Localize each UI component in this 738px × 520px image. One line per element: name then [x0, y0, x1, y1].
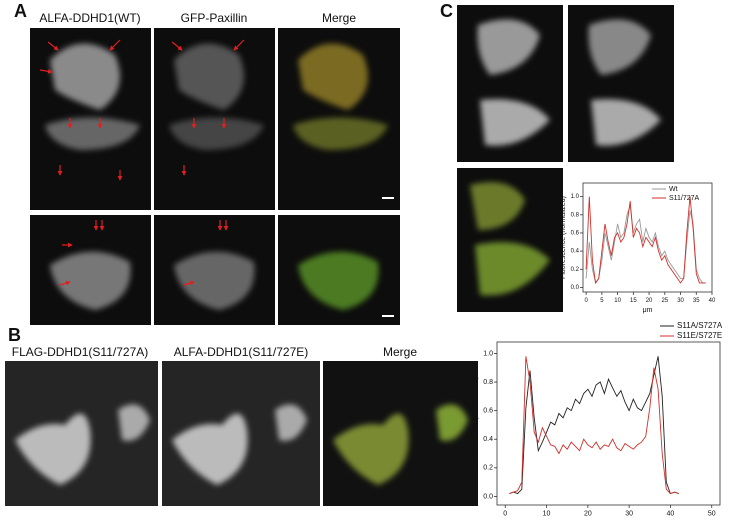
- y-tick-label: 0.4: [571, 249, 580, 255]
- x-tick-label: 20: [646, 298, 653, 304]
- x-axis-label: μm: [643, 307, 653, 314]
- y-tick-label: 0.2: [483, 465, 493, 472]
- panel-label: B: [8, 325, 21, 345]
- x-tick-label: 10: [614, 298, 621, 304]
- x-tick-label: 15: [630, 298, 637, 304]
- image-title: GFP-Paxillin: [181, 11, 248, 25]
- legend-label: S11A/S727A: [677, 321, 723, 330]
- x-tick-label: 20: [584, 511, 592, 518]
- image-title: Merge: [383, 345, 417, 359]
- x-tick-label: 0: [503, 511, 507, 518]
- image-title: Merge: [322, 11, 356, 25]
- legend-label: Wt: [669, 186, 678, 193]
- x-tick-label: 0: [584, 298, 588, 304]
- y-axis-label: Fluorescence (normalized): [560, 196, 567, 279]
- cell-shapes: [15, 404, 468, 485]
- data-line: [509, 356, 679, 495]
- x-tick-label: 50: [708, 511, 716, 518]
- y-tick-label: 0.8: [483, 379, 493, 386]
- y-axis-label: Fluorescence (normalized): [470, 376, 479, 471]
- arrows: [39, 39, 245, 286]
- x-tick-label: 10: [543, 511, 551, 518]
- cell-shapes: [470, 19, 661, 296]
- y-tick-label: 0.6: [571, 231, 580, 237]
- cell-shapes: [45, 43, 388, 310]
- y-tick-label: 0.2: [571, 267, 580, 273]
- legend-label: S11E/S727E: [677, 331, 722, 340]
- x-tick-label: 5: [600, 298, 604, 304]
- data-line: [585, 196, 706, 285]
- x-tick-label: 25: [661, 298, 668, 304]
- plot-frame: [582, 182, 713, 293]
- x-tick-label: 30: [625, 511, 633, 518]
- x-tick-label: 35: [693, 298, 700, 304]
- y-tick-label: 1.0: [483, 350, 493, 357]
- y-tick-label: 0.0: [483, 493, 493, 500]
- y-tick-label: 0.6: [483, 407, 493, 414]
- y-tick-label: 0.0: [571, 285, 580, 291]
- data-line: [509, 356, 679, 495]
- image-title: ALFA-DDHD1(S11/727E): [174, 345, 309, 359]
- legend-label: S11/727A: [669, 195, 700, 202]
- x-tick-label: 30: [677, 298, 684, 304]
- x-tick-label: 40: [667, 511, 675, 518]
- panel-label: C: [440, 1, 453, 21]
- y-tick-label: 0.4: [483, 436, 493, 443]
- x-tick-label: 40: [709, 298, 716, 304]
- image-title: FLAG-DDHD1(S11/727A): [12, 345, 149, 359]
- y-tick-label: 0.8: [571, 212, 580, 218]
- image-title: ALFA-DDHD1(WT): [39, 11, 140, 25]
- y-tick-label: 1.0: [571, 194, 580, 200]
- panel-label: A: [14, 1, 27, 21]
- plot-frame: [496, 341, 721, 506]
